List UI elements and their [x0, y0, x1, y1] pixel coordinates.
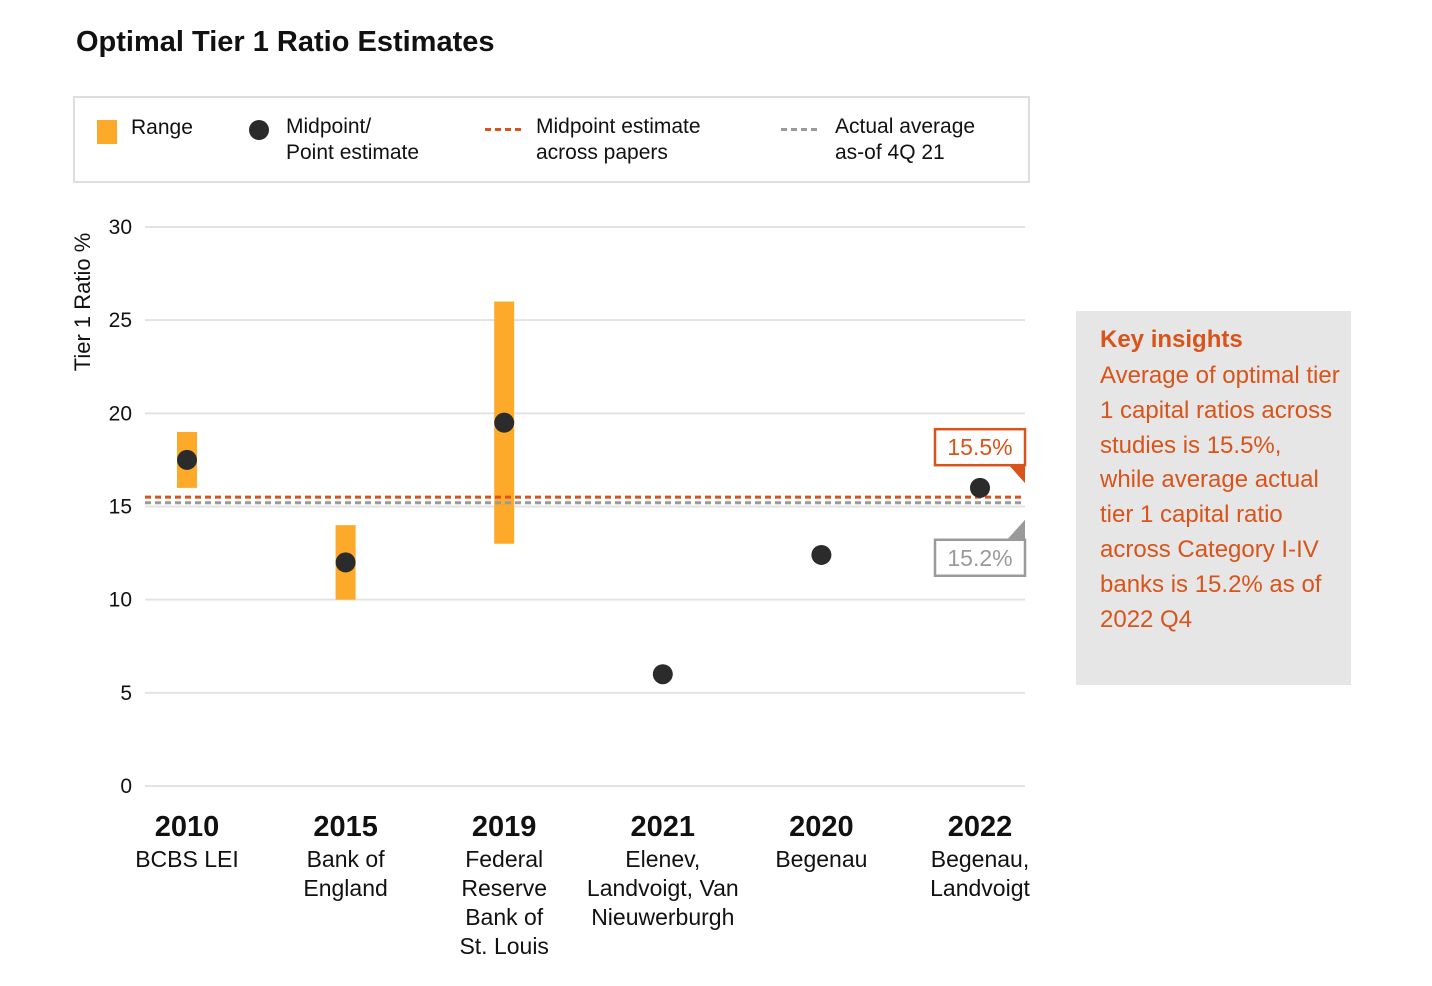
- category-source-label: Bank of England: [303, 846, 388, 901]
- legend-estimate-line2: across papers: [536, 141, 668, 164]
- category-source-label: Elenev, Landvoigt, Van Nieuwerburgh: [586, 846, 739, 930]
- y-tick-label: 25: [109, 309, 132, 332]
- y-axis-label: Tier 1 Ratio %: [70, 233, 95, 372]
- category-source-label: Begenau, Landvoigt: [930, 846, 1030, 901]
- key-insights-body: Average of optimal tier 1 capital ratios…: [1100, 362, 1340, 633]
- y-tick-label: 30: [109, 216, 132, 239]
- category-source-label: Federal Reserve Bank of St. Louis: [459, 846, 549, 959]
- legend-midpoint-line-swatch: [485, 128, 521, 131]
- legend-actual-line2: as-of 4Q 21: [835, 141, 945, 164]
- actual-callout-pointer: [1007, 519, 1025, 540]
- legend-point-marker: [249, 120, 269, 140]
- category-year-label: 2020: [789, 811, 854, 843]
- key-insights-title: Key insights: [1100, 326, 1243, 353]
- legend-midpoint-line1: Midpoint/: [286, 115, 372, 138]
- point-marker: [811, 544, 832, 565]
- midpoint-callout-box: [933, 427, 1027, 467]
- legend-estimate-line1: Midpoint estimate: [536, 115, 701, 138]
- point-marker: [177, 449, 197, 470]
- point-marker: [494, 412, 515, 433]
- y-tick-label: 15: [109, 496, 132, 519]
- legend-range-label: Range: [131, 116, 193, 139]
- legend-actual-line-swatch: [781, 128, 817, 131]
- legend-actual: Actual average as-of 4Q 21: [835, 114, 975, 166]
- legend-midpoint: Midpoint/ Point estimate: [286, 114, 419, 166]
- legend-estimate: Midpoint estimate across papers: [536, 114, 701, 166]
- key-insights-panel: Key insights Average of optimal tier 1 c…: [1076, 311, 1351, 685]
- legend-range-swatch: [97, 120, 117, 144]
- category-year-label: 2010: [154, 811, 220, 843]
- midpoint-callout-label: 15.5%: [947, 434, 1012, 460]
- legend-actual-line1: Actual average: [835, 115, 976, 138]
- category-year-label: 2022: [947, 811, 1013, 843]
- y-tick-label: 0: [120, 775, 132, 798]
- y-tick-label: 5: [120, 682, 132, 705]
- actual-callout-box: [933, 538, 1027, 578]
- legend: Range Midpoint/ Point estimate Midpoint …: [73, 96, 1030, 183]
- actual-callout-label: 15.2%: [947, 545, 1012, 571]
- category-year-label: 2019: [471, 811, 537, 843]
- category-source-label: BCBS LEI: [135, 846, 239, 872]
- midpoint-callout-pointer: [1009, 465, 1025, 484]
- y-tick-label: 10: [109, 589, 132, 612]
- category-year-label: 2015: [313, 811, 378, 843]
- y-tick-label: 20: [109, 402, 132, 425]
- chart-title: Optimal Tier 1 Ratio Estimates: [76, 26, 495, 58]
- point-marker: [652, 664, 673, 685]
- legend-midpoint-line2: Point estimate: [286, 141, 420, 164]
- point-marker: [335, 552, 356, 573]
- point-marker: [970, 477, 990, 498]
- category-year-label: 2021: [630, 811, 696, 843]
- category-source-label: Begenau: [775, 846, 868, 872]
